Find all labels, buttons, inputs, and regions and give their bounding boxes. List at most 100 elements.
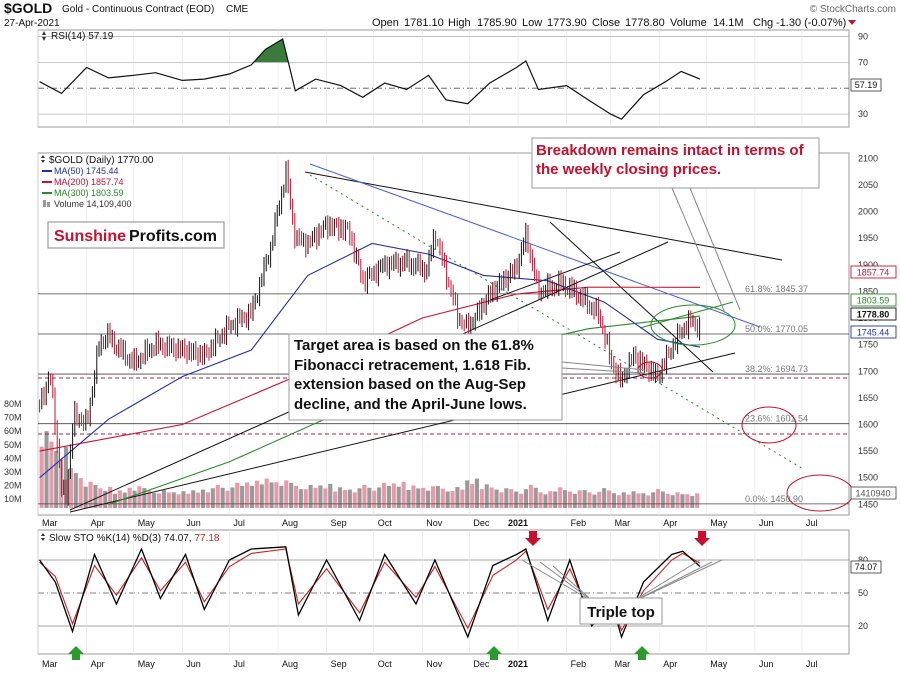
x-axis-label: Mar <box>615 518 631 528</box>
chg-label: Chg <box>753 17 773 29</box>
volume-bar <box>675 492 680 509</box>
volume-bar <box>543 494 548 509</box>
stochastic-panel: 80 50 20 Slow STO %K(14) %D(3) 74.07, 77.1… <box>37 529 882 660</box>
x-axis-label: Jul <box>233 659 245 669</box>
volume-bar <box>582 490 587 508</box>
volume-bar <box>347 489 352 508</box>
stochastic-title-k: Slow STO %K(14) %D(3) 74.07, <box>49 533 192 544</box>
trendline-falling-top <box>304 171 783 261</box>
triple-top-pointers <box>521 559 723 604</box>
volume-bar <box>690 496 695 508</box>
volume-bar <box>338 487 343 508</box>
stochastic-x-axis: Mar Apr May Jun Jul Aug Sep Oct Nov Dec 2021 Feb Mar… <box>42 659 817 669</box>
logo-text-sunshine: Sunshine <box>54 228 126 245</box>
rsi-tick-label: 30 <box>858 109 868 119</box>
volume-bar <box>303 489 308 508</box>
volume-tick-label: 80M <box>4 399 22 409</box>
volume-bar <box>406 489 411 508</box>
volume-bar <box>328 483 333 509</box>
volume-bar <box>538 492 543 509</box>
volume-bar <box>122 492 127 508</box>
stochastic-tick-label: 50 <box>858 588 868 598</box>
volume-bar <box>142 488 147 508</box>
volume-bar <box>264 478 269 508</box>
price-tag <box>850 486 897 500</box>
volume-bar <box>548 491 553 508</box>
breakdown-callout-fo: Breakdown remains intact in terms of the… <box>536 142 804 178</box>
volume-tick-label: 20M <box>4 481 22 491</box>
volume-bar <box>660 491 665 508</box>
volume-bar <box>157 493 162 508</box>
fib-label: 50.0%: 1770.05 <box>745 324 808 334</box>
volume-bar <box>567 491 572 508</box>
volume-bar <box>88 481 93 509</box>
volume-bar <box>308 484 313 508</box>
high-value: 1785.90 <box>477 17 517 29</box>
volume-bar <box>651 492 656 509</box>
triple-top-callout <box>579 597 663 625</box>
volume-bar <box>470 484 475 508</box>
volume-bar <box>245 482 250 508</box>
x-axis-label: Jun <box>186 518 201 528</box>
volume-bar <box>474 478 479 508</box>
buy-arrow-icon-november <box>486 646 502 660</box>
x-axis-label: May <box>138 659 156 669</box>
price-tags: 1857.74 1803.59 1778.80 1745.44 1410940 <box>850 265 897 500</box>
highlight-circle-march-low <box>637 361 663 379</box>
stochastic-toggle-icon <box>41 533 45 541</box>
volume-bar <box>435 485 440 508</box>
breakdown-callout <box>531 137 820 189</box>
volume-bar <box>254 480 259 508</box>
x-axis-label: Mar <box>42 659 58 669</box>
volume-bar <box>171 492 176 509</box>
instrument-name: Gold - Continuous Contract (EOD) <box>62 4 214 15</box>
volume-bar <box>479 489 484 508</box>
target-area-callout-fo: Target area is based on the 61.8% Fibona… <box>294 337 534 413</box>
volume-bar <box>215 484 220 508</box>
triple-top-label: Triple top <box>587 604 655 621</box>
volume-bar <box>313 487 318 508</box>
sell-arrow-icon-january <box>525 531 541 546</box>
volume-bar <box>39 446 44 508</box>
volume-bar <box>352 492 357 509</box>
sell-arrow-icon-april <box>694 531 710 546</box>
volume-bar <box>147 490 152 508</box>
fib-label: 23.6%: 1601.54 <box>745 414 808 424</box>
stochastic-tick-label: 20 <box>858 621 868 631</box>
volume-bar <box>401 481 406 509</box>
rsi-current-tag <box>850 78 882 92</box>
sunshine-profits-logo <box>47 221 225 249</box>
volume-bar <box>73 473 78 508</box>
volume-bar <box>249 485 254 508</box>
volume-bar <box>577 490 582 508</box>
x-axis-label: Feb <box>571 518 587 528</box>
volume-axis: 80M 70M 60M 50M 40M 30M 20M 10M <box>4 399 22 504</box>
volume-bar <box>176 494 181 509</box>
volume-bar <box>382 482 387 508</box>
volume-bar <box>132 490 137 508</box>
volume-bar <box>670 495 675 508</box>
volume-bar <box>83 486 88 508</box>
volume-bar <box>235 482 240 508</box>
volume-bar <box>646 495 651 508</box>
volume-bar <box>695 493 700 508</box>
price-legend-title: $GOLD (Daily) 1770.00 <box>49 155 154 166</box>
callout-pointer-2 <box>689 187 741 311</box>
trendline-channel <box>489 251 621 301</box>
highlight-circle-april <box>650 304 736 346</box>
trendline-decline <box>549 221 714 373</box>
x-axis-label: 2021 <box>508 659 528 669</box>
price-tick-label: 1450 <box>858 499 878 509</box>
price-tick-label: 2100 <box>858 153 878 163</box>
volume-bar <box>504 488 509 508</box>
chg-value: -1.30 (-0.07%) <box>776 17 846 29</box>
fibonacci-levels: 61.8%: 1845.37 50.0%: 1770.05 38.2%: 1694.… <box>38 284 849 505</box>
volume-bar <box>572 493 577 508</box>
price-tick-label: 1700 <box>858 366 878 376</box>
volume-bar <box>108 487 113 508</box>
price-legend: $GOLD (Daily) 1770.00 MA(50) 1745.44 MA(… <box>41 155 154 209</box>
volume-bar <box>631 491 636 508</box>
x-axis-label: Jun <box>186 659 201 669</box>
volume-bar <box>93 485 98 508</box>
volume-bar <box>230 487 235 508</box>
